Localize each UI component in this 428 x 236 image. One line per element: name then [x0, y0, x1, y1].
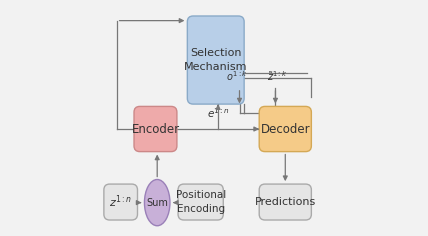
Ellipse shape: [144, 180, 170, 226]
Text: Positional
Encoding: Positional Encoding: [175, 190, 226, 214]
FancyBboxPatch shape: [259, 106, 311, 152]
FancyBboxPatch shape: [187, 16, 244, 104]
Text: Decoder: Decoder: [261, 122, 310, 135]
FancyBboxPatch shape: [178, 184, 223, 220]
FancyBboxPatch shape: [134, 106, 177, 152]
Text: $e^{1:n}$: $e^{1:n}$: [207, 106, 229, 120]
Text: $\tilde{z}^{1:k}$: $\tilde{z}^{1:k}$: [268, 69, 288, 83]
Text: Encoder: Encoder: [131, 122, 179, 135]
Text: $z^{1:n}$: $z^{1:n}$: [109, 194, 132, 210]
FancyBboxPatch shape: [104, 184, 137, 220]
Text: $o^{1:k}$: $o^{1:k}$: [226, 69, 248, 83]
Text: Sum: Sum: [146, 198, 168, 208]
FancyBboxPatch shape: [259, 184, 311, 220]
Text: Selection
Mechanism: Selection Mechanism: [184, 48, 247, 72]
Text: Predictions: Predictions: [255, 197, 316, 207]
